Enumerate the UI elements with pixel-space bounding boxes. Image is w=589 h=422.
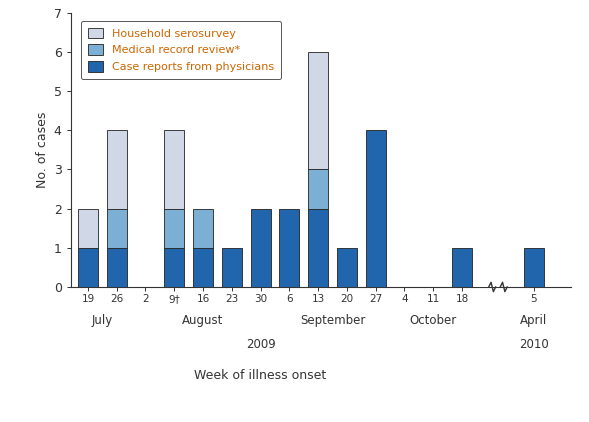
Bar [308, 208, 328, 287]
Bar [107, 248, 127, 287]
Text: September: September [300, 314, 365, 327]
Y-axis label: No. of cases: No. of cases [37, 112, 49, 188]
Bar [308, 52, 328, 169]
Bar [164, 130, 184, 208]
Bar [524, 248, 544, 287]
Bar [78, 208, 98, 248]
Bar [193, 208, 213, 248]
Text: 2009: 2009 [246, 338, 276, 351]
Legend: Household serosurvey, Medical record review*, Case reports from physicians: Household serosurvey, Medical record rev… [81, 21, 281, 79]
Text: April: April [520, 314, 548, 327]
Bar [279, 208, 299, 287]
Bar [221, 248, 242, 287]
Bar [164, 208, 184, 248]
Bar [164, 248, 184, 287]
Bar [452, 248, 472, 287]
Text: 2010: 2010 [519, 338, 549, 351]
Bar [107, 130, 127, 208]
Bar [337, 248, 357, 287]
Bar [193, 248, 213, 287]
Text: Week of illness onset: Week of illness onset [194, 369, 327, 382]
Text: August: August [183, 314, 224, 327]
Text: October: October [409, 314, 457, 327]
Bar [107, 208, 127, 248]
Bar [366, 130, 386, 287]
Bar [250, 208, 271, 287]
Bar [308, 169, 328, 208]
Text: July: July [92, 314, 113, 327]
Bar [78, 248, 98, 287]
